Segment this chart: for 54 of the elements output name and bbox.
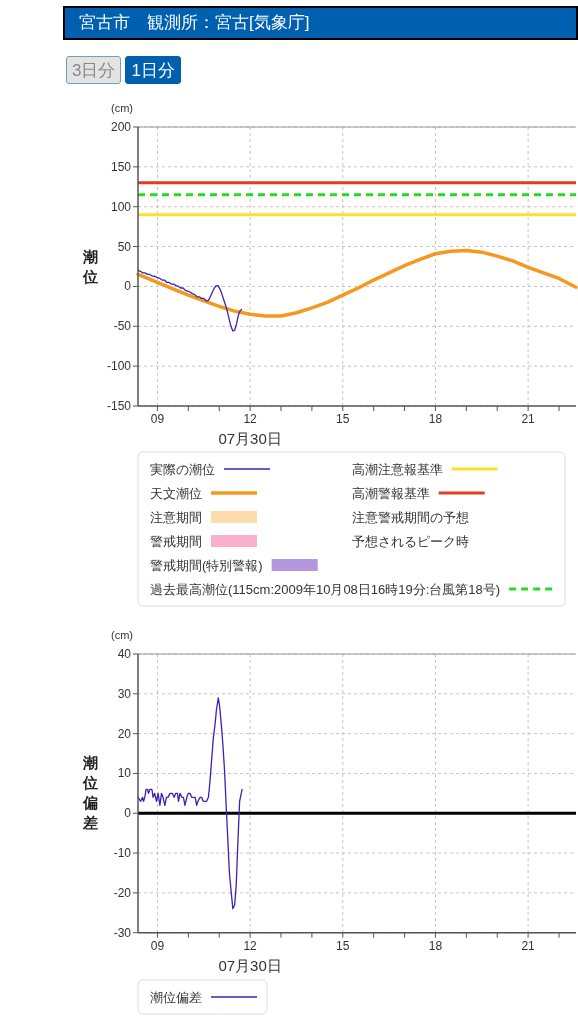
y-tick-label: -10 <box>113 846 132 861</box>
x-axis-title: 07月30日 <box>218 956 282 974</box>
x-tick-label: 15 <box>336 412 350 426</box>
legend-label: 潮位偏差 <box>150 990 202 1005</box>
y-tick-label: -20 <box>113 885 132 900</box>
y-tick-label: 30 <box>117 686 132 701</box>
y-tick-label: -100 <box>106 359 132 374</box>
y-tick-label: 150 <box>110 159 132 174</box>
text: (cm) <box>111 629 133 641</box>
x-tick-label: 09 <box>150 412 165 426</box>
legend-label: 高潮注意報基準 <box>351 462 443 477</box>
range-button: 1日分 <box>125 56 181 84</box>
x-tick-label: 18 <box>428 412 443 426</box>
legend-label: 警戒期間 <box>150 534 202 549</box>
legend-label: 警戒期間(特別警報) <box>150 558 263 573</box>
y-tick-label: 0 <box>124 806 132 821</box>
legend-item: 高潮注意報基準 <box>351 462 498 477</box>
x-tick-label: 18 <box>428 938 443 953</box>
y-tick-label: 100 <box>110 199 132 214</box>
legend-item: 予想されるピーク時 <box>351 534 469 549</box>
y-axis-title: 潮位 <box>81 247 98 285</box>
y-tick-label: 50 <box>117 239 132 254</box>
legend-item: 高潮警報基準 <box>351 486 485 501</box>
legend-item: 潮位偏差 <box>150 990 258 1005</box>
y-tick-label: 40 <box>117 647 132 661</box>
legend-item: 注意期間 <box>150 510 257 525</box>
legend-item: 警戒期間(特別警報) <box>150 558 318 573</box>
y-axis-title: 潮位偏差 <box>81 754 98 832</box>
x-tick-label: 21 <box>521 938 536 953</box>
y-tick-label: 0 <box>124 279 132 294</box>
x-tick-label: 12 <box>243 938 258 953</box>
x-axis-title: 07月30日 <box>218 430 282 447</box>
legend-item: 注意警戒期間の予想 <box>351 510 469 525</box>
y-tick-label: -50 <box>113 319 132 334</box>
y-tick-label: -150 <box>106 399 132 413</box>
legend-item: 実際の潮位 <box>150 462 271 477</box>
text: (cm) <box>111 102 133 114</box>
x-tick-label: 12 <box>243 412 258 426</box>
y-tick-label: 20 <box>117 726 132 741</box>
legend-label: 注意期間 <box>150 510 202 525</box>
legend-item: 天文潮位 <box>150 486 257 501</box>
legend-item: 過去最高潮位(115cm:2009年10月08日16時19分:台風第18号) <box>150 582 556 597</box>
legend-item: 警戒期間 <box>150 534 257 549</box>
y-tick-label: 200 <box>110 120 132 134</box>
y-tick-label: 10 <box>117 766 132 781</box>
y-tick-label: -30 <box>113 925 132 940</box>
range-button: 3日分 <box>66 56 122 84</box>
x-tick-label: 09 <box>150 938 165 953</box>
x-tick-label: 15 <box>336 938 350 953</box>
x-tick-label: 21 <box>521 412 536 426</box>
legend-label: 実際の潮位 <box>150 462 215 477</box>
legend-label: 天文潮位 <box>150 486 202 501</box>
legend-label: 高潮警報基準 <box>351 486 430 501</box>
title: 宮古市 観測所：宮古[気象庁] <box>79 13 310 32</box>
